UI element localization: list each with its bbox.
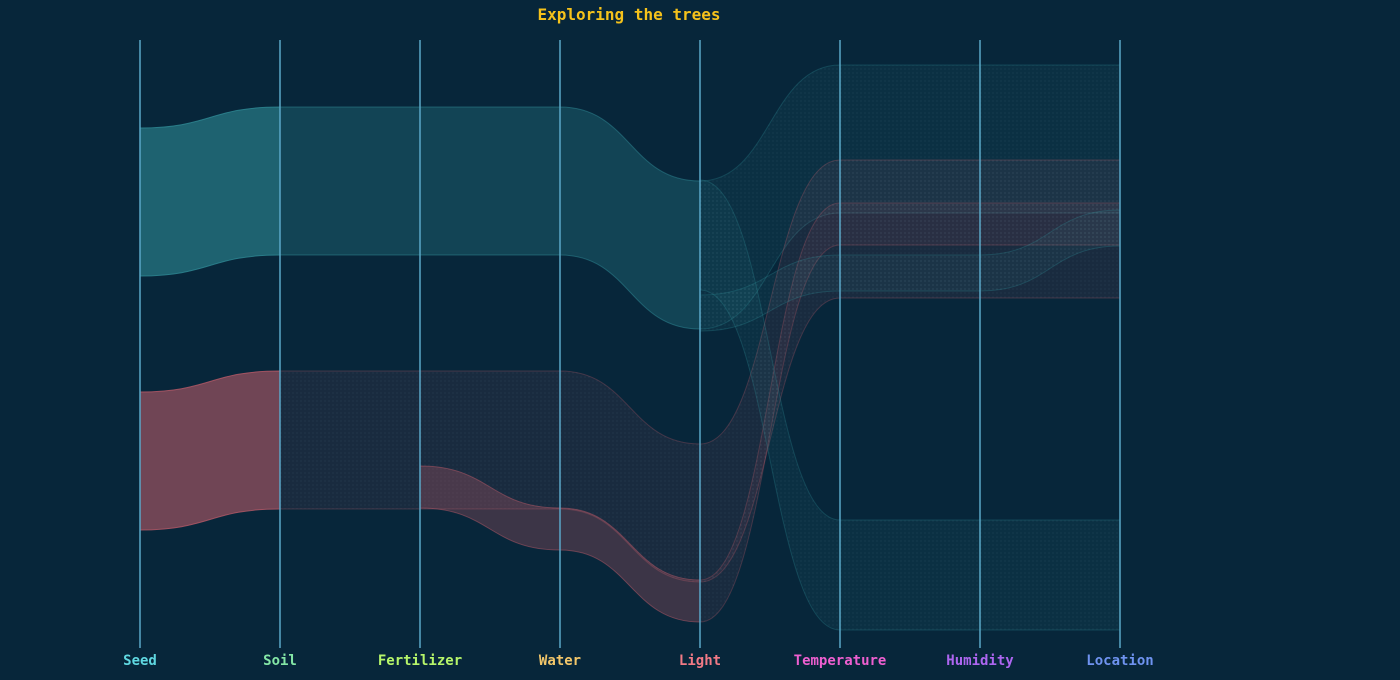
axis-label-temperature: Temperature xyxy=(794,653,887,669)
ribbon-texture xyxy=(980,520,1120,630)
ribbon-texture xyxy=(560,371,700,582)
axis-label-seed: Seed xyxy=(123,653,157,669)
ribbon-texture xyxy=(840,203,980,245)
axis-label-location: Location xyxy=(1086,653,1153,669)
ribbon-texture xyxy=(420,371,560,509)
axis-label-light: Light xyxy=(679,653,721,669)
axis-label-soil: Soil xyxy=(263,653,297,669)
ribbons-layer xyxy=(139,64,1121,631)
ribbon-texture xyxy=(280,371,420,509)
ribbon-segment xyxy=(419,106,561,256)
ribbon-segment xyxy=(139,106,281,277)
ribbon-texture xyxy=(840,520,980,630)
axis-label-humidity: Humidity xyxy=(946,653,1014,669)
ribbon-texture xyxy=(700,180,840,630)
axes-layer: Seed Soil Fertilizer Water Light Temperature H… xyxy=(123,40,1154,669)
ribbon-segment xyxy=(559,106,701,330)
ribbon-segment xyxy=(279,106,421,256)
ribbon-texture xyxy=(840,255,980,291)
axis-label-fertilizer: Fertilizer xyxy=(378,653,462,669)
ribbon-texture xyxy=(980,210,1120,291)
ribbon-segment xyxy=(139,370,281,531)
chart-title: Exploring the trees xyxy=(537,5,720,24)
axis-label-water: Water xyxy=(539,653,581,669)
